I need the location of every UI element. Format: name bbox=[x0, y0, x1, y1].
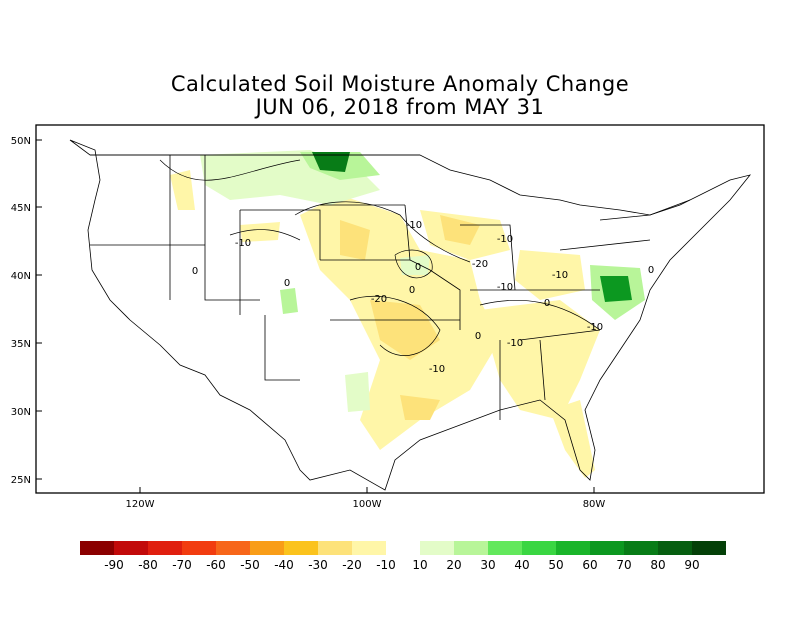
us-outline bbox=[69, 139, 752, 491]
dry-area-gulf bbox=[400, 395, 440, 420]
lat-axis bbox=[36, 139, 42, 480]
dry-area-florida bbox=[550, 400, 595, 478]
legend-swatch bbox=[522, 541, 556, 555]
contour-label: 0 bbox=[544, 298, 550, 309]
lat-tick-25n: 25N bbox=[11, 475, 31, 486]
wet-area-new-mexico bbox=[345, 372, 370, 412]
contour-label: -10 bbox=[406, 220, 422, 231]
legend-swatch bbox=[556, 541, 590, 555]
lon-tick-120w: 120W bbox=[126, 499, 155, 510]
legend-swatch bbox=[216, 541, 250, 555]
dry-area-nevada bbox=[240, 222, 280, 242]
contour-label: -10 bbox=[507, 338, 523, 349]
wet-core-virginia bbox=[600, 276, 632, 302]
dry-area-texas-core bbox=[370, 300, 440, 360]
legend-label: -70 bbox=[172, 558, 192, 572]
lat-tick-35n: 35N bbox=[11, 339, 31, 350]
map-frame bbox=[35, 124, 765, 494]
lon-axis bbox=[139, 487, 595, 493]
lat-tick-50n: 50N bbox=[11, 136, 31, 147]
legend-swatch bbox=[488, 541, 522, 555]
color-legend: -90 -80 -70 -60 -50 -40 -30 -20 -10 10 20 30 40 50 60 7… bbox=[80, 541, 726, 572]
dry-area-ohio bbox=[515, 250, 585, 300]
legend-label: -50 bbox=[240, 558, 260, 572]
wet-area-colorado bbox=[280, 288, 298, 314]
legend-label: 80 bbox=[650, 558, 665, 572]
legend-swatch bbox=[420, 541, 454, 555]
contour-label: -10 bbox=[235, 238, 251, 249]
contour-lines bbox=[159, 159, 601, 356]
legend-swatches bbox=[80, 541, 726, 555]
legend-swatch bbox=[318, 541, 352, 555]
legend-swatch bbox=[386, 541, 420, 555]
contour-label: 0 bbox=[415, 262, 421, 273]
legend-swatch bbox=[692, 541, 726, 555]
legend-swatch bbox=[658, 541, 692, 555]
legend-label: 40 bbox=[514, 558, 529, 572]
legend-label: 30 bbox=[480, 558, 495, 572]
legend-label: 20 bbox=[446, 558, 461, 572]
legend-swatch bbox=[114, 541, 148, 555]
dry-area-southeast bbox=[480, 300, 600, 420]
legend-swatch bbox=[148, 541, 182, 555]
contour-value-labels: -10 -10 -10 -20 -10 -10 -20 -10 -10 -10 … bbox=[192, 220, 654, 375]
contour-label: 0 bbox=[648, 265, 654, 276]
legend-label: 90 bbox=[684, 558, 699, 572]
legend-label: -20 bbox=[342, 558, 362, 572]
legend-swatch bbox=[80, 541, 114, 555]
lat-tick-45n: 45N bbox=[11, 203, 31, 214]
legend-swatch bbox=[284, 541, 318, 555]
contour-label: -20 bbox=[371, 294, 387, 305]
lat-tick-30n: 30N bbox=[11, 407, 31, 418]
anomaly-shading bbox=[170, 150, 645, 478]
contour-label: 0 bbox=[192, 266, 198, 277]
legend-label: 50 bbox=[548, 558, 563, 572]
contour-label: -10 bbox=[429, 364, 445, 375]
legend-label: -10 bbox=[376, 558, 396, 572]
legend-swatch bbox=[250, 541, 284, 555]
contour-label: -10 bbox=[497, 234, 513, 245]
contour-label: -10 bbox=[587, 322, 603, 333]
state-boundaries bbox=[69, 139, 752, 491]
legend-swatch bbox=[182, 541, 216, 555]
contour-label: 0 bbox=[475, 331, 481, 342]
legend-label: 10 bbox=[412, 558, 427, 572]
lat-tick-40n: 40N bbox=[11, 271, 31, 282]
legend-swatch bbox=[454, 541, 488, 555]
legend-swatch bbox=[624, 541, 658, 555]
legend-label: 70 bbox=[616, 558, 631, 572]
legend-label: 60 bbox=[582, 558, 597, 572]
dry-area-kansas bbox=[340, 220, 370, 260]
wet-core-north-dakota bbox=[312, 152, 350, 172]
lon-tick-80w: 80W bbox=[583, 499, 606, 510]
contour-label: -10 bbox=[497, 282, 513, 293]
legend-label: -60 bbox=[206, 558, 226, 572]
dry-area-iowa bbox=[440, 215, 480, 245]
contour-label: 0 bbox=[284, 278, 290, 289]
contour-label: 0 bbox=[409, 285, 415, 296]
legend-label: -40 bbox=[274, 558, 294, 572]
legend-label: -30 bbox=[308, 558, 328, 572]
lon-tick-100w: 100W bbox=[353, 499, 382, 510]
contour-label: -10 bbox=[552, 270, 568, 281]
legend-swatch bbox=[590, 541, 624, 555]
legend-label: -90 bbox=[104, 558, 124, 572]
lat-tick-labels: 50N 45N 40N 35N 30N 25N bbox=[11, 136, 31, 486]
lon-tick-labels: 120W 100W 80W bbox=[126, 499, 606, 510]
map-title: Calculated Soil Moisture Anomaly Change bbox=[170, 72, 630, 96]
legend-swatch bbox=[352, 541, 386, 555]
map-subtitle: JUN 06, 2018 from MAY 31 bbox=[255, 95, 545, 119]
contour-label: -20 bbox=[472, 259, 488, 270]
legend-label: -80 bbox=[138, 558, 158, 572]
legend-labels: -90 -80 -70 -60 -50 -40 -30 -20 -10 10 20 30 40 50 60 7… bbox=[104, 558, 699, 572]
dry-area-northwest bbox=[170, 170, 195, 210]
